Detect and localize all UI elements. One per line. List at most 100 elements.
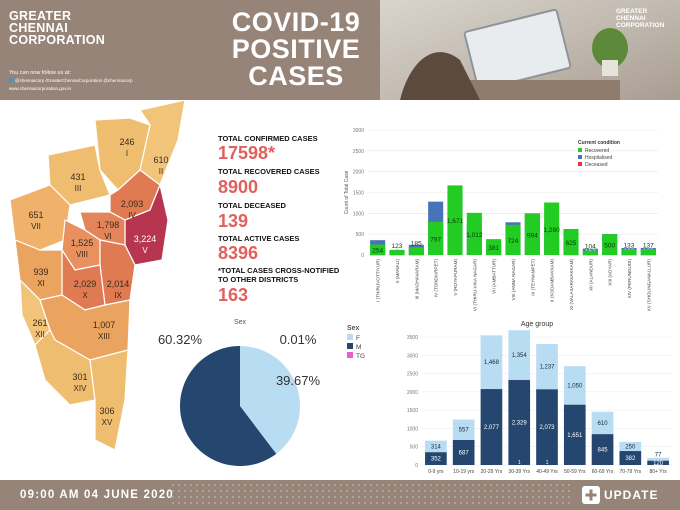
bar-segment xyxy=(591,411,614,435)
bar-segment xyxy=(505,224,521,255)
org-name: GREATER CHENNAI CORPORATION xyxy=(9,9,119,47)
bar-data-label: 2,329 xyxy=(512,420,528,426)
bar-data-label: 1,671 xyxy=(447,218,464,225)
org-name-line: GREATER xyxy=(9,9,72,23)
x-tick-label: VII (AMBATTUR) xyxy=(492,259,497,294)
y-tick-label: 2000 xyxy=(407,390,418,396)
zone-cases-label: 261 xyxy=(32,318,47,328)
pie-slice-label: 60.32% xyxy=(158,332,203,347)
y-tick-label: 3000 xyxy=(353,128,364,134)
pie-title: Sex xyxy=(234,319,247,326)
page-title-line: COVID-19 xyxy=(231,7,361,37)
y-tick-label: 1500 xyxy=(407,408,418,414)
bar-segment xyxy=(447,185,463,255)
legend-swatch xyxy=(578,148,582,152)
x-tick-label: 70-79 Yrs xyxy=(620,469,642,475)
bar-data-label: 185 xyxy=(411,240,422,247)
bar-segment xyxy=(508,379,531,465)
bar-data-label: 381 xyxy=(488,245,499,252)
bar-segment xyxy=(466,212,482,255)
bar-segment xyxy=(582,250,598,255)
y-tick-label: 2000 xyxy=(353,170,364,176)
corp-logo-line: CHENNAI xyxy=(616,15,646,22)
legend-label: Hospitalised xyxy=(585,155,612,161)
zone-name-label: XIII xyxy=(98,332,110,341)
x-tick-label: III (MADHAVARAM) xyxy=(414,259,419,300)
crossnotified-label-line: TO OTHER DISTRICTS xyxy=(218,275,299,284)
corp-logo-line: CORPORATION xyxy=(616,22,665,29)
social-handles[interactable]: @chennaicorp /GreaterChennaiCorporation … xyxy=(9,78,132,83)
zone-cases-label: 306 xyxy=(99,406,114,416)
pie-slice-label: 39.67% xyxy=(276,373,321,388)
bar-data-label: 500 xyxy=(604,243,615,250)
zone-name-label: VI xyxy=(104,232,112,241)
pie-slice xyxy=(240,406,277,454)
active-label: TOTAL ACTIVE CASES xyxy=(218,234,300,243)
chart-title: Age group xyxy=(521,321,553,328)
twitter-icon xyxy=(9,78,13,82)
y-tick-label: 3000 xyxy=(407,353,418,359)
zone-cases-label: 651 xyxy=(28,210,43,220)
bar-segment xyxy=(389,249,405,255)
laptop-illustration xyxy=(400,8,628,100)
zone-name-label: XV xyxy=(102,418,113,427)
bar-segment xyxy=(425,440,447,453)
bar-data-label: 1,050 xyxy=(567,383,583,389)
social-handles-text: @chennaicorp /GreaterChennaiCorporation … xyxy=(15,78,133,83)
x-tick-label: 0-9 yrs xyxy=(428,469,444,475)
bar-data-label: 1,012 xyxy=(466,232,483,239)
bar-data-label: 120 xyxy=(653,461,664,467)
zone-name-label: IV xyxy=(128,211,136,220)
bar-data-label: 845 xyxy=(598,448,609,454)
bar-data-label: 77 xyxy=(655,452,662,458)
recovered-label: TOTAL RECOVERED CASES xyxy=(218,167,320,176)
zone-cases-label: 610 xyxy=(153,155,168,165)
confirmed-label: TOTAL CONFIRMED CASES xyxy=(218,134,318,143)
zone-name-label: II xyxy=(159,167,163,176)
x-tick-label: 30-39 Yrs xyxy=(508,469,530,475)
bar-data-label: 352 xyxy=(431,457,442,463)
bar-segment xyxy=(647,460,669,465)
bar-data-label: 1 xyxy=(546,460,549,466)
x-tick-label: X (KODAMBAKKAM) xyxy=(550,259,555,303)
legend-swatch xyxy=(347,334,353,340)
zone-name-label: XI xyxy=(37,279,45,288)
bar-segment xyxy=(536,389,558,465)
website-link[interactable]: www.chennaicorporation.gov.in xyxy=(9,86,71,91)
bar-data-label: 133 xyxy=(624,242,635,249)
follow-text: You can now follow us at: xyxy=(9,70,71,76)
bar-segment xyxy=(563,228,579,255)
y-tick-label: 1500 xyxy=(353,191,364,197)
zone-cases-label: 2,029 xyxy=(74,279,97,289)
bar-data-label: 625 xyxy=(566,240,577,247)
x-tick-label: 10-19 yrs xyxy=(453,469,474,475)
bar-data-label: 1,354 xyxy=(512,353,528,359)
legend-swatch xyxy=(347,343,353,349)
y-tick-label: 2500 xyxy=(407,372,418,378)
zone-name-label: I xyxy=(126,149,128,158)
bar-data-label: 797 xyxy=(430,236,441,243)
legend-title: Sex xyxy=(347,325,360,332)
crossnotified-label-line: *TOTAL CASES CROSS-NOTIFIED xyxy=(218,266,340,275)
x-tick-label: 20-29 Yrs xyxy=(481,469,503,475)
bar-segment xyxy=(640,249,656,255)
bar-data-label: 1,260 xyxy=(544,227,561,234)
bar-segment xyxy=(619,441,642,452)
zone-cases-label: 939 xyxy=(33,267,48,277)
sex-pie-chart: Sex 39.67% 0.01% 60.32% Sex FM TG xyxy=(158,319,365,466)
x-tick-label: IV (TONDIARPET) xyxy=(434,259,439,298)
x-tick-label: V (ROYAPURAM) xyxy=(453,259,458,296)
bar-data-label: 1,468 xyxy=(484,360,500,366)
x-tick-label: 60-69 Yrs xyxy=(592,469,614,475)
bar-segment xyxy=(544,202,560,255)
bar-data-label: 1 xyxy=(518,460,521,466)
bar-segment xyxy=(452,439,475,465)
zone-map: 246 I 610 II 431 III 2,093 IV 3,224 V 1,798 VI 651 VI… xyxy=(9,100,186,451)
zone-cases-label: 301 xyxy=(72,372,87,382)
recovered-value: 8900 xyxy=(218,177,259,197)
zone-cases-label: 1,007 xyxy=(93,320,116,330)
zone-region xyxy=(89,349,129,451)
x-tick-label: XII (ALANDUR) xyxy=(588,259,593,291)
zone-bar-chart: Count of Total Case 0 500 1000 1500 2000 2500 3… xyxy=(344,128,658,311)
zone-name-label: III xyxy=(75,184,82,193)
